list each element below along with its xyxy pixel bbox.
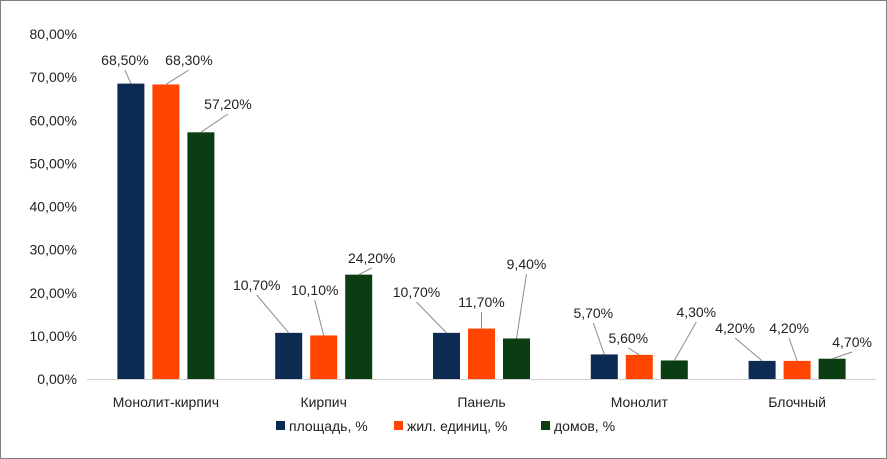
y-tick-label: 80,00% bbox=[30, 26, 77, 42]
y-axis: 0,00% 10,00% 20,00% 30,00% 40,00% 50,00% 60,00… bbox=[30, 26, 77, 387]
leader-line bbox=[165, 69, 190, 85]
data-label: 4,20% bbox=[769, 320, 809, 336]
data-label: 10,10% bbox=[291, 282, 338, 298]
y-tick-label: 40,00% bbox=[30, 199, 77, 215]
leader-line bbox=[516, 273, 527, 339]
legend-label: домов, % bbox=[554, 418, 615, 434]
bar bbox=[433, 332, 460, 379]
leader-line bbox=[124, 69, 132, 84]
legend: площадь, % жил. единиц, % домов, % bbox=[276, 418, 615, 434]
legend-label: площадь, % bbox=[289, 418, 368, 434]
leader-line bbox=[256, 294, 290, 334]
data-labels: 68,50% 10,70% 10,70% 5,70% 4,20% 68,30% 10,10%… bbox=[101, 52, 872, 350]
data-label: 5,60% bbox=[608, 330, 648, 346]
leader-line bbox=[200, 113, 229, 133]
bar bbox=[310, 335, 338, 379]
leader-lines bbox=[124, 69, 853, 362]
leader-line bbox=[831, 351, 853, 360]
y-tick-label: 10,00% bbox=[30, 328, 77, 344]
leader-line bbox=[592, 322, 605, 355]
leader-line bbox=[734, 337, 763, 362]
bar bbox=[503, 338, 530, 379]
leader-line bbox=[673, 321, 697, 361]
bar bbox=[590, 354, 618, 379]
data-label: 68,30% bbox=[165, 52, 212, 68]
data-label: 4,70% bbox=[832, 334, 872, 350]
leader-line bbox=[416, 301, 447, 334]
data-label: 4,20% bbox=[715, 320, 755, 336]
data-label: 5,70% bbox=[573, 305, 613, 321]
category-label: Панель bbox=[457, 394, 505, 410]
y-tick-label: 70,00% bbox=[30, 69, 77, 85]
leader-line bbox=[358, 267, 372, 276]
data-label: 68,50% bbox=[101, 52, 148, 68]
bar bbox=[345, 274, 373, 379]
data-label: 10,70% bbox=[233, 277, 280, 293]
bar bbox=[748, 360, 776, 379]
y-tick-label: 20,00% bbox=[30, 285, 77, 301]
category-label: Кирпич bbox=[300, 394, 346, 410]
data-label: 9,40% bbox=[507, 256, 547, 272]
category-label: Монолит-кирпич bbox=[113, 394, 219, 410]
data-label: 4,30% bbox=[676, 304, 716, 320]
bar bbox=[152, 84, 180, 380]
category-label: Блочный bbox=[768, 394, 826, 410]
legend-swatch bbox=[276, 421, 285, 430]
legend-swatch bbox=[394, 421, 403, 430]
bar bbox=[187, 132, 215, 379]
y-tick-label: 30,00% bbox=[30, 242, 77, 258]
y-tick-label: 60,00% bbox=[30, 112, 77, 128]
bar bbox=[783, 360, 811, 379]
leader-line bbox=[788, 337, 798, 362]
x-axis: Монолит-кирпич Кирпич Панель Монолит Блочный bbox=[87, 379, 876, 410]
data-label: 57,20% bbox=[204, 96, 251, 112]
bar bbox=[275, 332, 303, 379]
bar bbox=[660, 360, 688, 379]
bar bbox=[818, 358, 846, 379]
legend-label: жил. единиц, % bbox=[407, 418, 507, 434]
legend-swatch bbox=[541, 421, 550, 430]
leader-line bbox=[628, 347, 640, 356]
data-label: 11,70% bbox=[458, 294, 504, 310]
y-tick-label: 0,00% bbox=[37, 371, 77, 387]
bar bbox=[625, 354, 653, 379]
y-tick-label: 50,00% bbox=[30, 155, 77, 171]
bar bbox=[117, 83, 145, 379]
data-label: 24,20% bbox=[348, 250, 395, 266]
bar bbox=[468, 328, 495, 379]
data-label: 10,70% bbox=[393, 284, 440, 300]
bar-series bbox=[117, 83, 846, 380]
leader-line bbox=[314, 299, 325, 336]
category-label: Монолит bbox=[611, 394, 669, 410]
